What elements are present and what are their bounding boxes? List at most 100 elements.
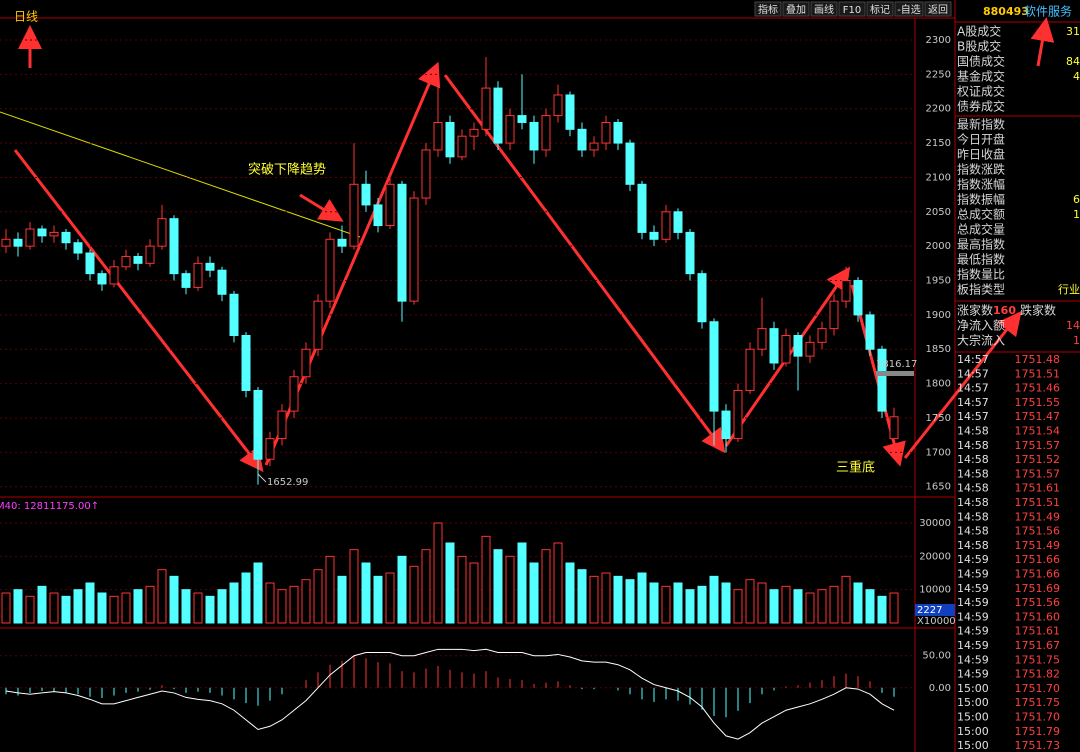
candle-body xyxy=(529,121,539,151)
volume-bar xyxy=(265,582,275,624)
info-value: 行业 xyxy=(1058,283,1080,296)
volume-bar xyxy=(169,575,179,624)
info-label: 最新指数 xyxy=(957,117,1005,132)
annotation: 三重底 xyxy=(836,460,875,476)
annotation: 突破下降趋势 xyxy=(248,162,326,178)
y-tick-label: 2250 xyxy=(926,69,951,80)
sector: 软件服务 xyxy=(1024,4,1072,19)
volume-bar xyxy=(829,585,839,624)
toolbar-button-label[interactable]: 标记 xyxy=(870,4,890,16)
y-tick-label: 2200 xyxy=(926,104,951,115)
candle-body xyxy=(865,314,875,350)
toolbar-button-label[interactable]: -自选 xyxy=(897,3,921,16)
toolbar-button-label[interactable]: F10 xyxy=(843,5,861,16)
tick-time: 14:58 xyxy=(957,496,989,509)
candle-body xyxy=(337,238,347,247)
volume-bar xyxy=(145,585,155,624)
volume-bar xyxy=(649,582,659,624)
candle-body xyxy=(169,218,179,275)
volume-bar xyxy=(661,585,671,624)
volume-bar xyxy=(337,575,347,624)
candle-body xyxy=(265,438,275,460)
toolbar-button-label[interactable]: 画线 xyxy=(814,3,834,16)
tick-time: 14:58 xyxy=(957,467,989,480)
candle-body xyxy=(565,94,575,130)
volume-bar xyxy=(97,592,107,624)
candle-body xyxy=(13,238,23,247)
volume-bar xyxy=(709,575,719,624)
volume-bar xyxy=(493,549,503,624)
tick-time: 14:59 xyxy=(957,625,989,638)
volume-bar xyxy=(853,582,863,624)
tick-time: 14:59 xyxy=(957,668,989,681)
candle-body xyxy=(313,300,323,350)
tick-time: 14:58 xyxy=(957,482,989,495)
candle-body xyxy=(493,87,503,144)
toolbar-button xyxy=(782,1,810,17)
tick-price: 1751.69 xyxy=(1015,582,1061,595)
tick-price: 1751.70 xyxy=(1015,682,1061,695)
tick-time: 14:58 xyxy=(957,425,989,438)
tick-time: 15:00 xyxy=(957,682,989,695)
arrow xyxy=(1030,17,1055,67)
tick-price: 1751.82 xyxy=(1015,668,1061,681)
tick-time: 14:57 xyxy=(957,410,989,423)
tick-price: 1751.52 xyxy=(1015,453,1061,466)
candle-body xyxy=(673,211,683,233)
candle-body xyxy=(73,242,83,254)
tick-time: 14:58 xyxy=(957,439,989,452)
candle-body xyxy=(769,328,779,364)
volume-bar xyxy=(409,565,419,624)
info-label: 净流入额 xyxy=(957,319,1005,333)
volume-bar xyxy=(673,582,683,624)
info-value: 160 xyxy=(993,304,1016,317)
dif-line xyxy=(5,648,895,740)
info-label: 指数涨跌 xyxy=(957,162,1005,177)
tick-price: 1751.75 xyxy=(1015,653,1061,666)
volume-bar xyxy=(589,575,599,624)
volume-bar xyxy=(817,589,827,624)
volume-bar xyxy=(217,589,227,624)
vol-last-box xyxy=(915,604,955,616)
volume-bar xyxy=(277,589,287,624)
tick-time: 15:00 xyxy=(957,711,989,724)
info-label: 债券成交 xyxy=(957,99,1005,114)
candle-body xyxy=(469,128,479,137)
volume-bar xyxy=(793,589,803,624)
tick-time: 14:59 xyxy=(957,639,989,652)
volume-bar xyxy=(889,592,899,624)
volume-bar xyxy=(565,562,575,624)
volume-bar xyxy=(85,582,95,624)
toolbar-button-label[interactable]: 指标 xyxy=(758,3,778,16)
tick-price: 1751.73 xyxy=(1015,739,1061,752)
trend-line xyxy=(0,111,361,238)
candle-body xyxy=(109,266,119,285)
candle-body xyxy=(445,121,455,158)
macd-tick-label: 50.00 xyxy=(922,651,951,662)
volume-bar xyxy=(721,582,731,624)
candle-body xyxy=(841,280,851,302)
tick-time: 15:00 xyxy=(957,739,989,752)
volume-bar xyxy=(157,569,167,624)
tick-price: 1751.49 xyxy=(1015,510,1061,523)
toolbar-button-label[interactable]: 叠加 xyxy=(786,4,806,16)
candle-body xyxy=(61,231,71,244)
volume-bar xyxy=(37,585,47,624)
candle-body xyxy=(145,245,155,264)
info-value: 4 xyxy=(1073,70,1080,83)
info-label: 基金成交 xyxy=(957,69,1005,84)
annotation: X10000 xyxy=(917,616,956,627)
candle-body xyxy=(253,389,263,460)
tick-price: 1751.46 xyxy=(1015,382,1061,395)
y-tick-label: 1700 xyxy=(926,447,951,458)
candle-body xyxy=(817,328,827,343)
volume-bar xyxy=(553,542,563,624)
info-label: B股成交 xyxy=(957,39,1001,54)
y-tick-label: 1650 xyxy=(926,482,951,493)
toolbar-button-label[interactable]: 返回 xyxy=(928,4,948,16)
tick-time: 14:59 xyxy=(957,596,989,609)
info-label: 大宗流入 xyxy=(957,333,1005,348)
volume-bar xyxy=(445,542,455,624)
candle-body xyxy=(661,211,671,240)
